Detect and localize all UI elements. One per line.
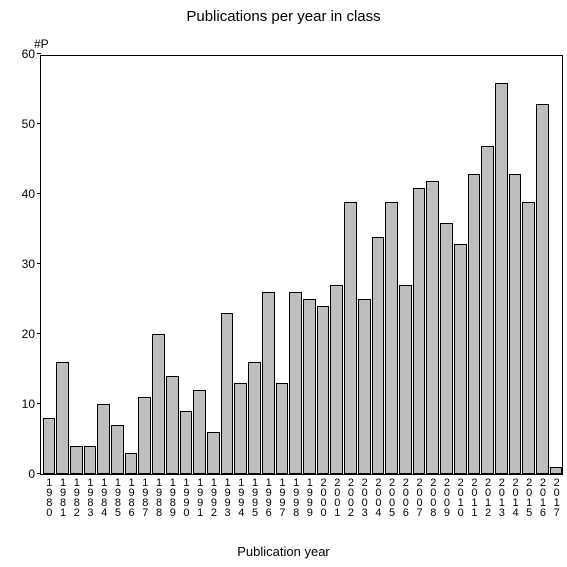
bar [276,383,289,474]
bar [207,432,220,474]
bar [221,313,234,474]
x-tick-label: 2000 [318,477,329,517]
bar [70,446,83,474]
x-tick-label: 1985 [112,477,123,517]
x-tick-label: 1996 [263,477,274,517]
bar [56,362,69,474]
x-tick-label: 1989 [167,477,178,517]
x-tick-label: 1990 [180,477,191,517]
bar [166,376,179,474]
y-tick-label: 50 [22,117,35,131]
x-tick-label: 1983 [84,477,95,517]
bar [43,418,56,474]
x-tick-label: 1987 [139,477,150,517]
bar [440,223,453,474]
y-tick-mark [37,123,41,124]
bar [234,383,247,474]
x-tick-label: 2001 [331,477,342,517]
bar [248,362,261,474]
x-tick-label: 2014 [510,477,521,517]
x-tick-label: 1982 [71,477,82,517]
x-tick-label: 1981 [57,477,68,517]
bar [358,299,371,474]
y-tick-label: 20 [22,327,35,341]
x-tick-label: 1991 [194,477,205,517]
y-tick-mark [37,333,41,334]
bar [180,411,193,474]
bar [536,104,549,474]
bar [495,83,508,474]
bar [138,397,151,474]
x-tick-label: 1984 [98,477,109,517]
x-tick-label: 1993 [222,477,233,517]
y-tick-mark [37,193,41,194]
x-tick-label: 1986 [126,477,137,517]
y-tick-mark [37,403,41,404]
bar [303,299,316,474]
bar [468,174,481,474]
x-tick-label: 1992 [208,477,219,517]
bar [385,202,398,474]
x-tick-label: 1999 [304,477,315,517]
chart-title: Publications per year in class [0,8,567,25]
y-axis-label: #P [34,37,49,51]
bar [111,425,124,474]
x-tick-label: 2002 [345,477,356,517]
x-tick-label: 2013 [496,477,507,517]
x-tick-label: 1988 [153,477,164,517]
x-tick-label: 2008 [427,477,438,517]
x-tick-label: 1995 [249,477,260,517]
bar [481,146,494,474]
x-tick-label: 2017 [551,477,562,517]
y-tick-label: 10 [22,397,35,411]
bar [413,188,426,474]
y-tick-mark [37,53,41,54]
bar [317,306,330,474]
bar [262,292,275,474]
bar [522,202,535,474]
x-tick-label: 2016 [537,477,548,517]
x-tick-label: 1997 [276,477,287,517]
y-tick-label: 30 [22,257,35,271]
bar [289,292,302,474]
bar [84,446,97,474]
x-tick-label: 1998 [290,477,301,517]
bar [125,453,138,474]
bar [193,390,206,474]
x-tick-label: 2009 [441,477,452,517]
bar [454,244,467,474]
bar [152,334,165,474]
x-tick-label: 2004 [372,477,383,517]
x-tick-label: 2006 [400,477,411,517]
x-tick-label: 2012 [482,477,493,517]
bar [372,237,385,474]
bar [550,467,563,474]
bar [399,285,412,474]
bar [330,285,343,474]
bar [97,404,110,474]
y-tick-label: 40 [22,187,35,201]
x-tick-label: 2007 [414,477,425,517]
chart-container: Publications per year in class #P 010203… [0,0,567,567]
x-tick-label: 2011 [468,477,479,517]
y-tick-label: 0 [28,467,35,481]
bar [344,202,357,474]
x-tick-label: 2010 [455,477,466,517]
y-tick-mark [37,263,41,264]
x-tick-label: 1994 [235,477,246,517]
y-tick-mark [37,473,41,474]
x-tick-label: 2003 [359,477,370,517]
x-axis-label: Publication year [0,544,567,559]
plot-area: 0102030405060198019811982198319841985198… [40,55,563,475]
y-tick-label: 60 [22,47,35,61]
x-tick-label: 1980 [43,477,54,517]
x-tick-label: 2005 [386,477,397,517]
bar [426,181,439,474]
bar [509,174,522,474]
x-tick-label: 2015 [523,477,534,517]
